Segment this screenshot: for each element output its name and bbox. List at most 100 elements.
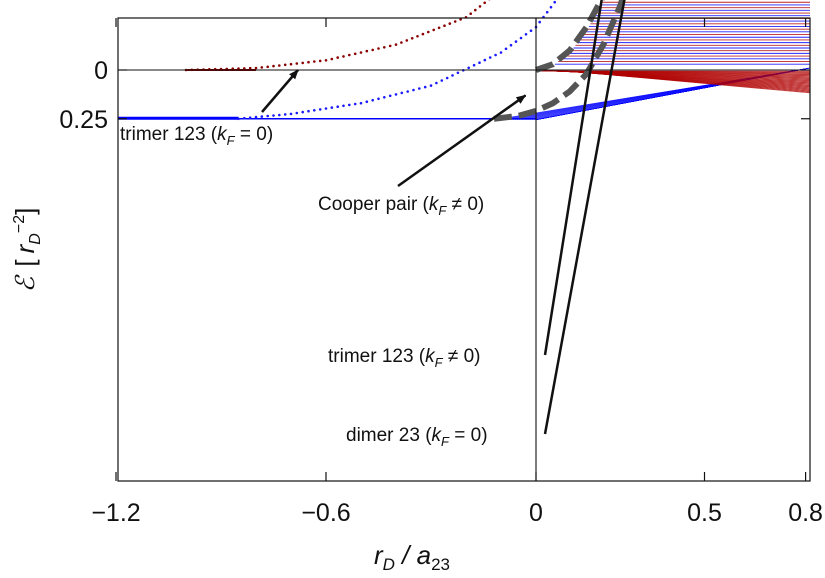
series-point <box>443 24 446 28</box>
annotations: trimer 123 (kF = 0)Cooper pair (kF ≠ 0)t… <box>120 0 626 449</box>
y-tick-label: 0.25 <box>59 106 108 134</box>
series-point <box>472 63 476 67</box>
series-point <box>313 109 316 112</box>
series-point <box>499 51 503 54</box>
upper-threshold-bar <box>118 116 239 120</box>
x-tick-label: −0.6 <box>301 499 350 527</box>
annotation-trimer-kf0: trimer 123 (kF = 0) <box>120 124 273 148</box>
series-point <box>478 61 481 64</box>
annotation-text-part: = 0) <box>449 425 488 446</box>
annotation-text-part: k <box>425 346 436 367</box>
x-title-sub2: 23 <box>431 555 450 574</box>
series-point <box>529 29 533 32</box>
series-point <box>353 102 357 106</box>
y-title-close: ] <box>10 208 40 215</box>
annotation-text-part: k <box>217 124 228 145</box>
svg-text:ℰ[rD−2]: ℰ [rD−2] <box>10 208 44 293</box>
series-point <box>336 56 340 59</box>
series-line <box>535 0 605 73</box>
series-point <box>330 57 334 61</box>
series-point <box>348 53 351 57</box>
annotation-text-part: Cooper pair ( <box>318 194 430 215</box>
series-point <box>272 64 275 68</box>
series-point <box>289 112 293 116</box>
annotation-text-part: k <box>429 194 440 215</box>
series-point <box>289 62 293 66</box>
series-point <box>524 33 528 36</box>
annotation-text-part: trimer 123 ( <box>120 124 218 145</box>
series-point <box>295 111 299 115</box>
annotation-cooper-pair: Cooper pair (kF ≠ 0) <box>318 194 484 218</box>
series-point <box>243 116 246 120</box>
series-point <box>440 79 444 82</box>
series-point <box>394 93 398 96</box>
series-point <box>301 61 305 65</box>
series-point <box>416 35 419 38</box>
series-point <box>406 90 410 93</box>
annotation-text-part: F <box>435 355 444 370</box>
series-point <box>429 84 433 87</box>
series-point <box>474 8 477 12</box>
series-point <box>388 94 392 98</box>
annotation-text-part: k <box>432 425 443 446</box>
series-point <box>283 63 287 67</box>
series-point <box>410 37 414 40</box>
series-point <box>549 5 553 9</box>
series-point <box>324 107 328 110</box>
series-point <box>383 46 386 49</box>
series-point <box>400 91 404 95</box>
annotation-arrow <box>261 69 299 113</box>
series-point <box>394 43 398 46</box>
x-tick-label: −1.2 <box>91 499 140 527</box>
x-title-r: r <box>374 540 384 570</box>
series-point <box>330 106 334 109</box>
axes <box>117 17 811 482</box>
series-point <box>266 65 270 69</box>
y-title-symbol: ℰ <box>10 274 40 292</box>
y-title-open: [ <box>10 259 40 267</box>
annotation-dimer-23: dimer 23 (kF = 0) <box>346 425 488 449</box>
series-point <box>260 115 264 118</box>
x-title-mid: / a <box>395 540 431 570</box>
series-point <box>318 108 322 111</box>
annotation-text-part: F <box>441 434 450 449</box>
y-title-r: r <box>10 243 40 253</box>
series-point <box>365 100 369 103</box>
y-axis-title: ℰ [rD−2] <box>10 208 44 293</box>
series-point <box>353 52 357 56</box>
series-point <box>488 56 492 59</box>
series-point <box>405 39 409 42</box>
annotation-trimer-kfne0: trimer 123 (kF ≠ 0) <box>328 346 480 370</box>
series-point <box>467 66 471 70</box>
series-point <box>519 36 523 40</box>
series-point <box>545 10 549 14</box>
series-point <box>359 101 363 105</box>
series-point <box>365 49 369 53</box>
series-point <box>248 66 252 70</box>
series-point <box>435 81 438 85</box>
series-point <box>254 66 258 70</box>
series-point <box>388 44 392 48</box>
series-point <box>509 43 513 47</box>
series-point <box>248 116 252 119</box>
series-point <box>453 20 457 23</box>
annotation-arrow <box>543 0 626 435</box>
series-point <box>307 109 310 113</box>
series-point <box>421 32 425 36</box>
series-point <box>400 41 403 44</box>
series-point <box>478 5 482 8</box>
annotation-arrow <box>397 94 527 188</box>
series-point <box>272 114 275 117</box>
series-point <box>514 40 518 43</box>
series-point <box>278 64 281 67</box>
series-point <box>336 105 340 108</box>
series-point <box>318 59 322 63</box>
annotation-text-part: dimer 23 ( <box>346 425 432 446</box>
series-point <box>448 22 452 25</box>
series-point <box>504 47 508 51</box>
lower-band-line <box>565 70 811 94</box>
series-point <box>459 18 462 21</box>
series-point <box>469 12 473 15</box>
series-point <box>538 20 541 24</box>
series-point <box>313 60 316 63</box>
